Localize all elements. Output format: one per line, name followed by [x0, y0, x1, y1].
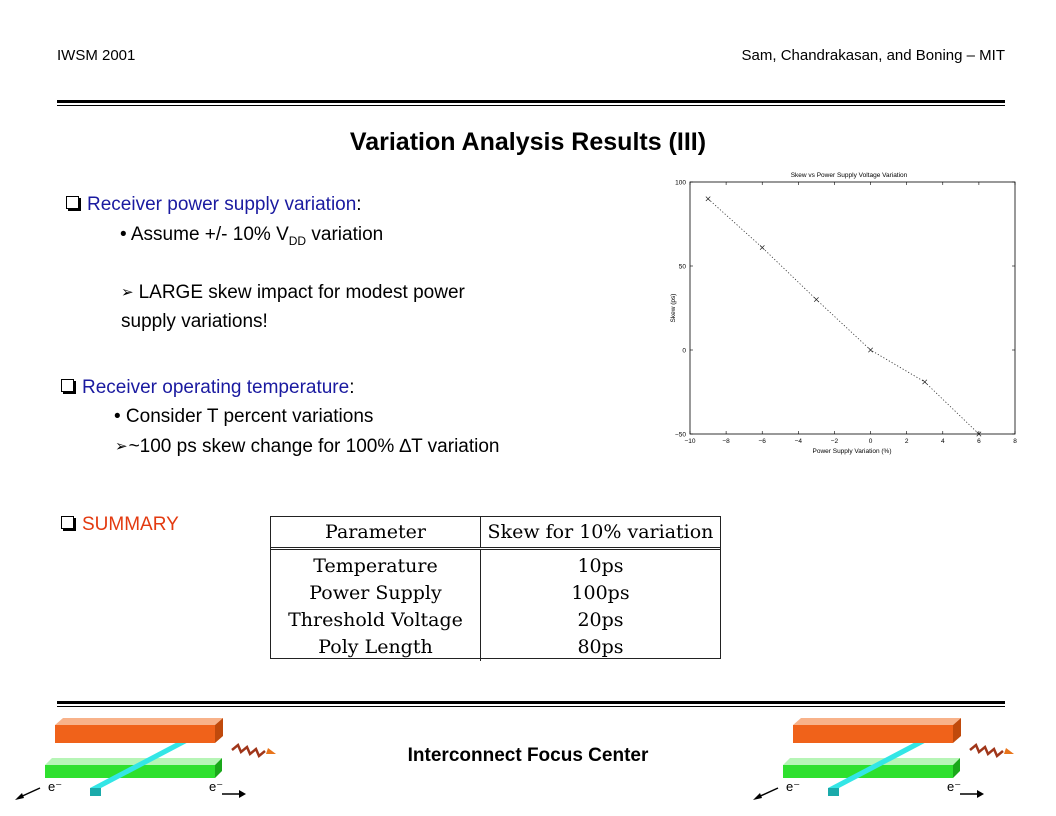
table-cell-skew: 20ps — [577, 609, 624, 631]
chart-data-point — [976, 431, 982, 437]
chart-y-tick-label: 0 — [682, 348, 686, 355]
chart-y-tick-label: 100 — [675, 180, 686, 187]
chart-x-tick-label: −10 — [684, 438, 695, 445]
vdd-bullet: • Assume +/- 10% VDD variation — [120, 224, 384, 248]
interconnect-wires-icon — [753, 718, 1014, 800]
chart-x-tick-label: −6 — [759, 438, 767, 445]
footer-rule — [57, 701, 1005, 707]
chart-x-tick-label: 8 — [1013, 438, 1017, 445]
chart-y-tick-label: 50 — [679, 264, 687, 271]
power-supply-heading-text: Receiver power supply variation — [87, 194, 357, 215]
chart-plot-frame — [689, 181, 1016, 435]
chart-x-tick-label: −8 — [722, 438, 730, 445]
checkbox-bullet-icon — [61, 379, 74, 392]
table-cell-skew: 10ps — [577, 555, 624, 577]
table-cell-parameter: Poly Length — [271, 634, 481, 661]
header-rule — [57, 100, 1005, 106]
slide-title: Variation Analysis Results (III) — [349, 128, 707, 156]
table-cell-skew: 100ps — [571, 582, 630, 604]
chart-x-tick-label: 4 — [941, 438, 945, 445]
interconnect-logo-left: e⁻ e⁻ — [15, 718, 276, 800]
power-conclusion-line1: ➢ LARGE skew impact for modest power — [121, 282, 465, 303]
chart-series-line — [707, 198, 980, 435]
chart-data-point — [868, 347, 874, 353]
chart-x-axis-label: Power Supply Variation (%) — [813, 448, 892, 455]
authors-label: Sam, Chandrakasan, and Boning – MIT — [741, 47, 1005, 64]
table-row: Poly Length 80ps — [271, 634, 720, 661]
checkbox-bullet-icon — [66, 196, 79, 209]
table-cell-skew: 80ps — [577, 636, 624, 658]
arrow-bullet-icon: ➢ — [121, 284, 134, 301]
section-temperature-heading: Receiver operating temperature: — [61, 377, 354, 399]
section-summary-heading: SUMMARY — [61, 514, 179, 536]
table-cell-parameter: Temperature — [271, 548, 481, 580]
temperature-conclusion: ➢~100 ps skew change for 100% ∆T variati… — [115, 436, 500, 457]
temperature-heading-text: Receiver operating temperature — [82, 377, 350, 398]
table-header-skew: Skew for 10% variation — [480, 517, 720, 550]
chart-x-tick-label: 0 — [869, 438, 873, 445]
table-row: Power Supply 100ps — [271, 580, 720, 607]
table-row: Temperature 10ps — [271, 548, 720, 580]
electron-label: e⁻ — [48, 779, 62, 794]
temperature-bullet: • Consider T percent variations — [114, 406, 374, 427]
table-row: Threshold Voltage 20ps — [271, 607, 720, 634]
chart-x-tick-label: 6 — [977, 438, 981, 445]
chart-title: Skew vs Power Supply Voltage Variation — [791, 172, 908, 179]
chart-data-point — [759, 245, 765, 250]
arrow-bullet-icon: ➢ — [115, 438, 128, 455]
footer-center-label: Interconnect Focus Center — [407, 745, 649, 766]
chart-data-point — [922, 379, 928, 385]
chart-x-tick-label: 2 — [905, 438, 909, 445]
summary-heading-text: SUMMARY — [82, 514, 179, 535]
checkbox-bullet-icon — [61, 516, 74, 529]
chart-data-point — [705, 196, 711, 202]
chart-y-tick-label: −50 — [675, 432, 686, 439]
conference-label: IWSM 2001 — [57, 47, 136, 64]
skew-vs-supply-chart: Skew vs Power Supply Voltage Variation −… — [670, 172, 1017, 455]
section-power-supply-heading: Receiver power supply variation: — [66, 194, 362, 216]
chart-x-tick-label: −4 — [795, 438, 803, 445]
chart-x-tick-label: −2 — [831, 438, 839, 445]
interconnect-wires-icon — [15, 718, 276, 800]
chart-y-axis-label: Skew (ps) — [670, 294, 677, 323]
summary-table: Parameter Skew for 10% variation Tempera… — [270, 516, 721, 661]
chart-data-point — [813, 297, 819, 303]
interconnect-logo-right: e⁻ e⁻ — [753, 718, 1014, 800]
table-cell-parameter: Threshold Voltage — [271, 607, 481, 634]
power-conclusion-line2: supply variations! — [121, 311, 268, 332]
electron-label: e⁻ — [209, 779, 223, 794]
table-header-row: Parameter Skew for 10% variation — [271, 517, 720, 550]
electron-label: e⁻ — [786, 779, 800, 794]
electron-label: e⁻ — [947, 779, 961, 794]
table-cell-parameter: Power Supply — [271, 580, 481, 607]
table-header-parameter: Parameter — [271, 517, 481, 550]
